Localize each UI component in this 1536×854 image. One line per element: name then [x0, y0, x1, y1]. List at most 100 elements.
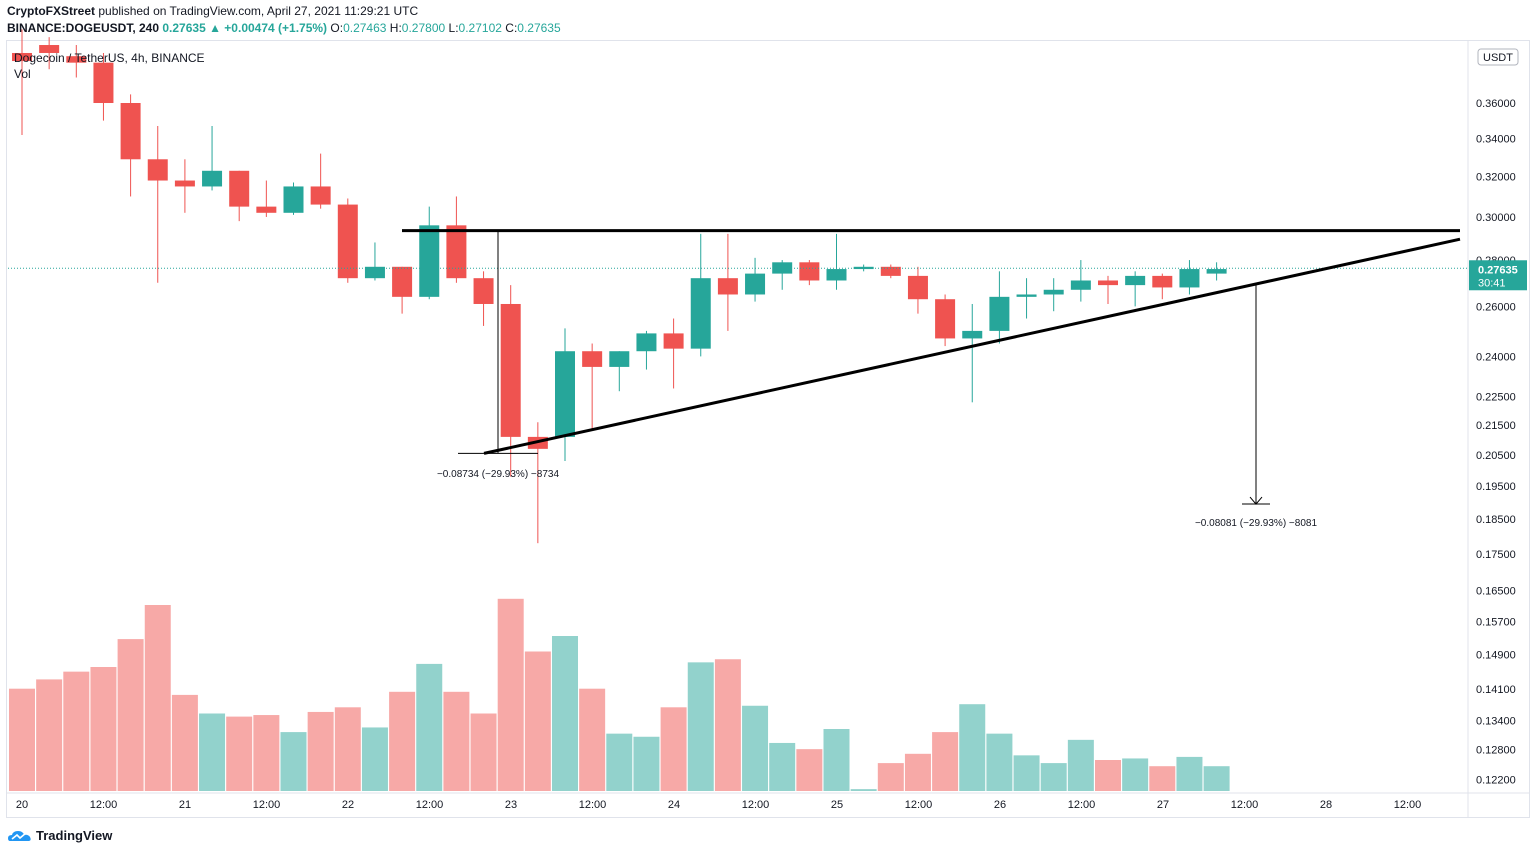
time-tick-label: 12:00	[90, 799, 118, 811]
candle-body	[1070, 280, 1091, 290]
candle-body	[935, 299, 956, 339]
symbol-label[interactable]: BINANCE:DOGEUSDT, 240	[7, 21, 160, 35]
low-value: 0.27102	[458, 21, 502, 35]
volume-bar	[361, 727, 388, 791]
candle-body	[826, 269, 847, 281]
volume-legend[interactable]: Vol	[14, 67, 31, 81]
volume-bar	[117, 639, 144, 791]
candle-body	[609, 351, 630, 367]
candle-body	[473, 278, 494, 304]
current-price-tag	[1469, 260, 1527, 291]
time-tick-label: 25	[831, 799, 843, 811]
publish-info: CryptoFXStreet published on TradingView.…	[7, 4, 418, 18]
candle-body	[66, 56, 87, 63]
open-value: 0.27463	[343, 21, 387, 35]
volume-bar	[904, 753, 931, 791]
candle-body	[907, 275, 928, 300]
chart-frame	[6, 40, 1530, 818]
volume-bar	[497, 598, 524, 791]
publisher-name[interactable]: CryptoFXStreet	[7, 4, 96, 18]
measure-right-arrowhead	[1249, 496, 1263, 505]
price-tick-label: 0.16500	[1476, 586, 1516, 598]
candle-body	[1098, 280, 1118, 286]
candle-body	[283, 186, 304, 213]
close-label: C:	[505, 21, 518, 35]
candle-body	[989, 296, 1010, 331]
time-tick-label: 26	[994, 799, 1006, 811]
volume-bar	[1095, 760, 1121, 791]
price-change: 0.27635 ▲ +0.00474 (+1.75%)	[162, 21, 328, 35]
candle-body	[500, 303, 521, 437]
candle-body	[419, 225, 440, 297]
candle-body	[364, 266, 385, 279]
current-price-label: 0.27635	[1478, 264, 1518, 276]
price-tick-label: 0.22500	[1476, 392, 1516, 404]
candle-body	[174, 180, 195, 187]
volume-bar	[606, 733, 633, 791]
candle-body	[582, 351, 603, 367]
price-tick-label: 0.21500	[1476, 420, 1516, 432]
time-tick-label: 24	[668, 799, 680, 811]
price-tick-label: 0.32000	[1476, 172, 1516, 184]
price-tick-label: 0.17500	[1476, 549, 1516, 561]
price-tick-label: 0.19500	[1476, 481, 1516, 493]
open-label: O:	[330, 21, 344, 35]
volume-bar	[796, 749, 823, 791]
volume-bar	[660, 707, 687, 791]
volume-bar	[1122, 758, 1149, 791]
candle-body	[1179, 269, 1200, 288]
volume-bar	[714, 659, 741, 791]
candle-body	[229, 170, 250, 207]
price-tick-label: 0.18500	[1476, 514, 1516, 526]
price-tick-label: 0.24000	[1476, 351, 1516, 363]
volume-bar	[144, 605, 171, 791]
price-tick-label: 0.12800	[1476, 744, 1516, 756]
volume-bar	[307, 711, 334, 791]
price-tick-label: 0.30000	[1476, 212, 1516, 224]
candle-body	[962, 330, 983, 339]
volume-bar	[443, 691, 470, 791]
time-tick-label: 12:00	[742, 799, 770, 811]
candle-layer	[12, 29, 1227, 544]
price-tick-label: 0.14100	[1476, 684, 1516, 696]
volume-bar	[524, 651, 551, 791]
series-legend[interactable]: Dogecoin / TetherUS, 4h, BINANCE	[14, 51, 205, 65]
volume-bar	[1176, 756, 1203, 791]
low-label: L:	[448, 21, 459, 35]
volume-bar	[199, 713, 226, 791]
price-tick-label: 0.26000	[1476, 301, 1516, 313]
volume-bar	[769, 742, 796, 791]
volume-bar	[334, 707, 361, 791]
volume-bar	[850, 789, 877, 791]
measure-right-label: −0.08081 (−29.93%) −8081	[1195, 518, 1317, 529]
volume-bar	[579, 688, 606, 791]
time-tick-label: 20	[16, 799, 28, 811]
volume-bar	[552, 636, 578, 791]
volume-bar	[687, 662, 714, 791]
candle-body	[1206, 269, 1227, 274]
currency-badge	[1477, 48, 1519, 66]
tradingview-cloud-icon	[8, 830, 31, 841]
price-tick-label: 0.34000	[1476, 134, 1516, 146]
volume-bar	[9, 688, 35, 791]
candle-body	[636, 333, 657, 352]
time-tick-label: 12:00	[1231, 799, 1259, 811]
candle-body	[120, 103, 141, 160]
time-tick-label: 23	[505, 799, 517, 811]
price-tick-label: 0.20500	[1476, 450, 1516, 462]
volume-bar	[823, 729, 850, 791]
symbol-info: BINANCE:DOGEUSDT, 240 0.27635 ▲ +0.00474…	[7, 21, 561, 35]
volume-bar	[389, 691, 416, 791]
time-tick-label: 12:00	[1068, 799, 1096, 811]
high-value: 0.27800	[401, 21, 446, 35]
currency-label: USDT	[1483, 52, 1513, 64]
volume-bar	[1067, 739, 1094, 791]
price-tick-label: 0.36000	[1476, 98, 1516, 110]
candle-body	[39, 45, 60, 53]
tradingview-logo[interactable]: TradingView	[8, 828, 112, 843]
volume-bar	[226, 716, 253, 791]
axis-layer: 0.360000.340000.320000.300000.280000.260…	[6, 40, 1530, 818]
volume-bar	[470, 713, 497, 791]
time-tick-label: 12:00	[905, 799, 933, 811]
